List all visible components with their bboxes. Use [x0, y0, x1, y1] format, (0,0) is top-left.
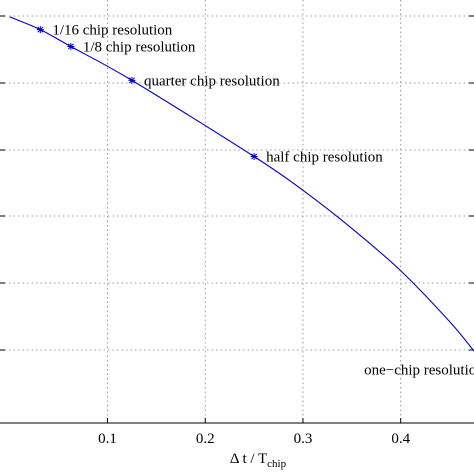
data-point-marker	[250, 153, 258, 161]
marker-label: quarter chip resolution	[144, 73, 280, 89]
data-point-marker	[128, 76, 136, 84]
series-curve	[9, 16, 474, 352]
x-axis-title: Δ t / Tchip	[230, 451, 287, 470]
series-line	[9, 16, 474, 352]
x-tick-labels: 0.1 0.2 0.3 0.4	[98, 431, 410, 447]
marker-label: half chip resolution	[266, 150, 383, 166]
markers	[36, 26, 258, 161]
x-axis-title-main: Δ t / T	[230, 451, 267, 467]
x-axis-title-sub: chip	[267, 458, 286, 470]
data-point-marker	[67, 43, 75, 51]
grid-lines	[0, 0, 474, 423]
x-tick-label: 0.3	[294, 431, 313, 447]
x-tick-label: 0.1	[98, 431, 117, 447]
data-point-marker	[36, 26, 44, 34]
x-tick-label: 0.2	[196, 431, 215, 447]
axes	[0, 15, 474, 424]
marker-label: 1/8 chip resolution	[83, 40, 196, 56]
one-chip-label: one−chip resolution	[364, 362, 474, 378]
x-tick-label: 0.4	[391, 431, 410, 447]
marker-label: 1/16 chip resolution	[52, 23, 172, 39]
